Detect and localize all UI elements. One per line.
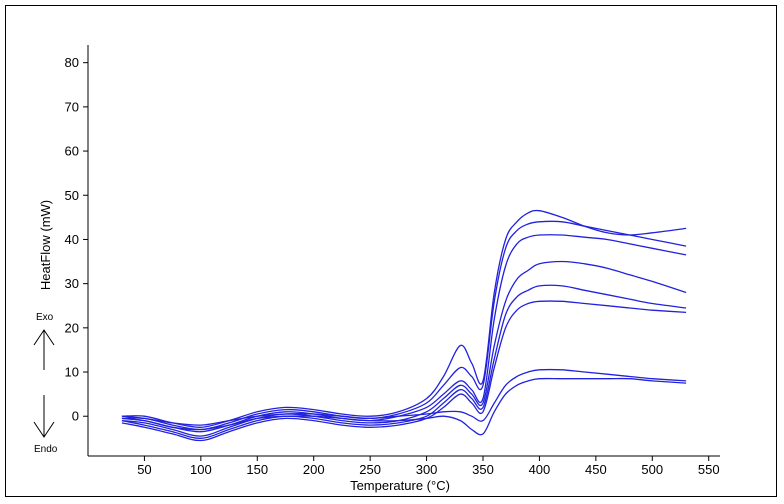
x-axis-label: Temperature (°C) [350, 478, 450, 493]
y-tick-label: 40 [65, 232, 79, 247]
y-tick-label: 60 [65, 144, 79, 159]
x-tick-label: 500 [641, 462, 663, 477]
y-tick-label: 80 [65, 55, 79, 70]
series-line-1 [121, 209, 687, 428]
y-tick-label: 0 [72, 409, 79, 424]
exo-label: Exo [36, 312, 54, 323]
endo-label: Endo [34, 444, 58, 455]
exo-arrow-icon [33, 329, 55, 370]
series-group [121, 209, 687, 442]
x-tick-label: 300 [416, 462, 438, 477]
x-tick-label: 50 [137, 462, 151, 477]
axes [87, 45, 720, 457]
chart-frame [5, 5, 777, 497]
y-tick-label: 30 [65, 276, 79, 291]
y-ticks: 0 10 20 30 40 50 60 70 80 [65, 55, 88, 424]
x-tick-label: 400 [529, 462, 551, 477]
y-tick-label: 20 [65, 320, 79, 335]
series-line-7 [121, 368, 687, 426]
y-tick-label: 50 [65, 188, 79, 203]
x-tick-label: 150 [246, 462, 268, 477]
y-tick-label: 10 [65, 365, 79, 380]
y-axis-label: HeatFlow (mW) [38, 200, 53, 290]
x-tick-label: 350 [472, 462, 494, 477]
series-line-4 [121, 260, 687, 437]
series-line-3 [121, 234, 687, 433]
x-tick-label: 200 [303, 462, 325, 477]
x-tick-label: 250 [359, 462, 381, 477]
x-tick-label: 450 [585, 462, 607, 477]
series-line-8 [121, 377, 687, 436]
series-line-5 [121, 284, 687, 439]
endo-arrow-icon [33, 395, 55, 438]
y-tick-label: 70 [65, 99, 79, 114]
x-ticks: 50 100 150 200 250 300 350 400 450 500 550 [137, 456, 720, 477]
series-line-6 [121, 300, 687, 442]
series-line-2 [121, 220, 687, 431]
x-tick-label: 100 [190, 462, 212, 477]
x-tick-label: 550 [698, 462, 720, 477]
